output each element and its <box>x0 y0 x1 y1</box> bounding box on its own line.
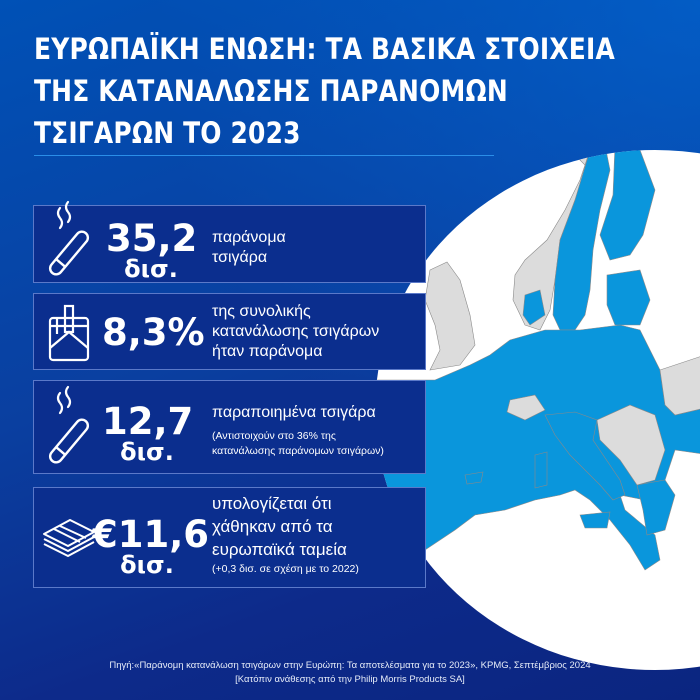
title-line-3: ΤΣΙΓΑΡΩΝ ΤΟ 2023 <box>34 116 301 150</box>
stat-value: 35,2 <box>106 217 198 260</box>
map-finland <box>599 150 656 261</box>
stat-card-revenue-loss: €11,6 δισ. υπολογίζεται ότι χάθηκαν από … <box>33 487 426 588</box>
map-balkans <box>596 404 666 486</box>
note-line: κατανάλωσης παράνομων τσιγάρων) <box>212 445 384 457</box>
description-line: χάθηκαν από τα <box>212 517 333 536</box>
description-line: παραποιημένα τσιγάρα <box>212 404 376 421</box>
stat-unit: δισ. <box>120 438 174 466</box>
stat-card-illegal-share: 8,3% της συνολικής κατανάλωσης τσιγάρων … <box>33 293 426 370</box>
map-sardinia <box>534 451 548 489</box>
title-divider <box>34 155 494 156</box>
map-switzerland <box>506 394 546 421</box>
description-line: τσιγάρα <box>212 249 268 266</box>
stat-description: παράνομα τσιγάρα <box>212 228 286 268</box>
map-denmark <box>522 289 546 326</box>
stat-description: της συνολικής κατανάλωσης τσιγάρων ήταν … <box>212 302 379 362</box>
stat-card-illegal-cigarettes: 35,2 δισ. παράνομα τσιγάρα <box>33 200 426 283</box>
description-line: υπολογίζεται ότι <box>212 494 332 513</box>
map-sweden <box>552 150 611 331</box>
stat-value-group: 12,7 δισ. <box>102 400 194 466</box>
stat-value: 12,7 <box>102 400 194 443</box>
map-balearics <box>464 471 484 485</box>
stat-value-group: 35,2 δισ. <box>106 217 198 283</box>
map-baltics <box>606 269 651 326</box>
stat-note: (+0,3 δισ. σε σχέση με το 2022) <box>212 562 359 577</box>
description-line: της συνολικής <box>212 303 311 320</box>
description-line: παράνομα <box>212 229 286 246</box>
stat-note: (Αντιστοιχούν στο 36% της κατανάλωσης πα… <box>212 429 384 459</box>
europe-map-graphic <box>375 150 700 571</box>
map-greece <box>636 479 676 536</box>
description-line: κατανάλωσης τσιγάρων <box>212 323 380 340</box>
stat-unit: δισ. <box>124 255 178 283</box>
cigarette-smoke-icon <box>48 385 90 464</box>
title-line-2: ΤΗΣ ΚΑΤΑΝΑΛΩΣΗΣ ΠΑΡΑΝΟΜΩΝ <box>34 74 508 108</box>
source-footer: Πηγή:«Παράνομη κατανάλωση τσιγάρων στην … <box>0 659 700 687</box>
page-title: ΕΥΡΩΠΑΪΚΗ ΕΝΩΣΗ: ΤΑ ΒΑΣΙΚΑ ΣΤΟΙΧΕΙΑ ΤΗΣ … <box>34 28 615 154</box>
cigarette-pack-icon <box>48 304 90 362</box>
stat-card-counterfeit: 12,7 δισ. παραποιημένα τσιγάρα (Αντιστοι… <box>33 380 426 474</box>
note-line: (Αντιστοιχούν στο 36% της <box>212 430 336 442</box>
stat-value-group: €11,6 δισ. <box>92 513 210 579</box>
money-stack-icon <box>43 519 95 557</box>
description-line: ευρωπαϊκά ταμεία <box>212 540 347 559</box>
stat-value: €11,6 <box>92 513 210 556</box>
map-italy <box>544 411 626 501</box>
map-uk <box>424 261 476 371</box>
stat-description: υπολογίζεται ότι χάθηκαν από τα ευρωπαϊκ… <box>212 492 359 577</box>
cigarette-smoke-icon <box>48 200 90 276</box>
stat-description: παραποιημένα τσιγάρα (Αντιστοιχούν στο 3… <box>212 403 384 459</box>
map-belarus-ukraine <box>659 356 700 416</box>
commission-note: [Κατόπιν ανάθεσης από την Philip Morris … <box>235 674 465 685</box>
stat-unit: δισ. <box>120 551 174 579</box>
title-line-1: ΕΥΡΩΠΑΪΚΗ ΕΝΩΣΗ: ΤΑ ΒΑΣΙΚΑ ΣΤΟΙΧΕΙΑ <box>34 32 615 66</box>
note-line: (+0,3 δισ. σε σχέση με το 2022) <box>212 563 359 575</box>
stat-value: 8,3% <box>102 311 205 354</box>
description-line: ήταν παράνομα <box>212 343 323 360</box>
stat-value-group: 8,3% <box>102 311 205 354</box>
europe-map <box>375 150 700 670</box>
map-sicily <box>579 511 611 529</box>
source-citation: Πηγή:«Παράνομη κατανάλωση τσιγάρων στην … <box>109 660 591 671</box>
